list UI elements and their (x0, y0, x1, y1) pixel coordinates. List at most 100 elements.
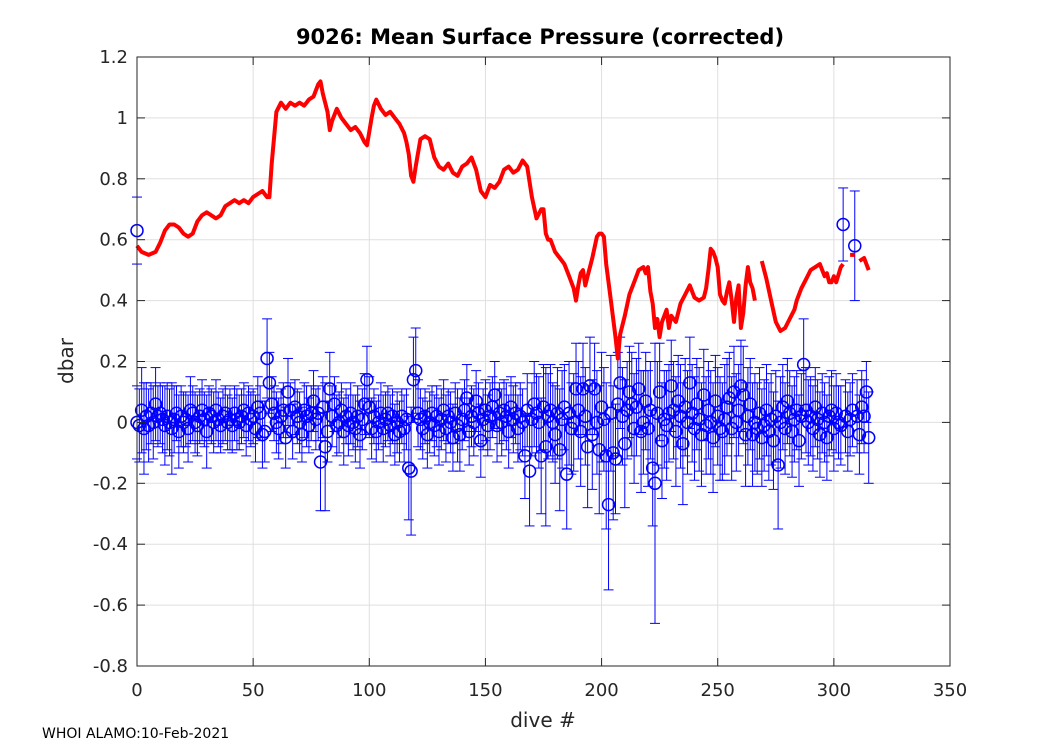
data-point-marker (634, 424, 648, 439)
x-tick-label: 100 (352, 680, 386, 701)
data-point-marker (539, 440, 553, 454)
data-point-marker (399, 412, 414, 427)
data-point-marker (483, 409, 497, 424)
pressure-line-segment (759, 260, 845, 333)
data-point-marker (585, 427, 600, 442)
pressure-line-segment (135, 79, 757, 361)
data-point-marker (766, 433, 781, 448)
data-point-marker (559, 467, 574, 481)
y-tick-label: 0.8 (99, 169, 128, 190)
data-point-marker (743, 397, 757, 411)
data-point-marker (369, 424, 384, 439)
data-point-marker (313, 455, 328, 469)
data-point-marker (655, 433, 669, 448)
data-point-marker (460, 391, 474, 405)
x-tick-label: 250 (701, 680, 735, 701)
y-tick-label: 0.6 (99, 230, 128, 251)
data-point-marker (843, 412, 857, 427)
x-axis-label: dive # (510, 708, 576, 732)
data-point-marker (641, 421, 655, 436)
data-point-marker (353, 427, 367, 442)
data-point-marker (852, 427, 867, 442)
y-axis-label: dbar (54, 337, 78, 384)
data-point-marker (861, 430, 876, 445)
data-point-marker (613, 376, 627, 390)
data-point-marker (260, 351, 274, 366)
data-point-marker (185, 406, 200, 421)
data-point-marker (404, 464, 418, 478)
data-point-marker (553, 443, 567, 457)
data-point-marker (587, 382, 602, 396)
data-point-marker (683, 376, 697, 390)
data-point-marker (697, 388, 711, 402)
data-point-marker (564, 421, 579, 436)
data-point-marker (288, 400, 302, 414)
y-tick-labels: -0.8 -0.6 -0.4 -0.2 0 0.2 0.4 0.6 0.8 1 1.2 (93, 47, 128, 677)
data-point-marker (527, 397, 541, 411)
y-tick-label: 0 (117, 412, 128, 433)
x-tick-labels: 0 50 100 150 200 250 300 350 (131, 680, 967, 701)
data-point-marker (771, 458, 785, 472)
data-point-marker (578, 409, 593, 424)
footer-credit: WHOI ALAMO:10-Feb-2021 (42, 726, 230, 742)
data-point-marker (706, 430, 720, 445)
y-tick-label: -0.6 (93, 595, 128, 616)
y-tick-label: 0.2 (99, 352, 128, 373)
data-point-marker (736, 388, 751, 402)
pressure-line-segment (858, 256, 871, 271)
data-point-marker (676, 436, 690, 451)
x-tick-label: 300 (817, 680, 851, 701)
data-point-marker (829, 406, 843, 421)
data-point-marker (599, 449, 613, 463)
data-point-marker (274, 409, 288, 424)
data-point-marker (606, 446, 620, 460)
data-point-marker (645, 461, 660, 475)
data-point-marker (734, 379, 748, 393)
data-point-marker (481, 418, 495, 433)
data-point-marker (397, 421, 411, 436)
data-point-marker (796, 357, 811, 372)
data-point-marker (664, 379, 679, 393)
data-point-marker (618, 436, 632, 451)
data-point-marker (441, 409, 456, 424)
data-point-marker (515, 415, 530, 430)
data-point-marker (611, 397, 625, 411)
data-point-marker (859, 385, 874, 399)
data-point-marker (306, 394, 321, 408)
data-point-marker (792, 433, 806, 448)
data-point-marker (453, 427, 467, 442)
data-point-marker (778, 421, 792, 436)
data-point-marker (376, 421, 390, 436)
data-point-marker (199, 424, 214, 439)
data-point-marker (857, 409, 871, 424)
x-tick-label: 150 (468, 680, 502, 701)
data-point-marker (258, 424, 272, 439)
data-point-marker (854, 400, 869, 414)
data-point-marker (446, 430, 460, 445)
data-point-marker (195, 403, 209, 417)
data-point-marker (569, 382, 583, 396)
data-point-marker (402, 461, 416, 475)
data-point-marker (815, 406, 829, 421)
data-point-marker (669, 424, 683, 439)
y-tick-label: 0.4 (99, 291, 128, 312)
data-point-marker (836, 217, 850, 232)
pressure-markers (130, 217, 876, 512)
data-point-marker (253, 406, 267, 421)
data-point-marker (297, 403, 311, 417)
data-point-marker (731, 403, 746, 417)
data-point-marker (262, 376, 277, 390)
y-tick-label: -0.8 (93, 656, 128, 677)
data-point-marker (518, 449, 532, 463)
data-point-marker (487, 388, 502, 402)
data-point-marker (474, 433, 488, 448)
data-point-marker (652, 385, 667, 399)
data-point-marker (690, 397, 704, 411)
data-point-marker (752, 406, 767, 421)
y-tick-label: 1 (117, 108, 128, 129)
data-point-marker (608, 452, 623, 466)
x-tick-label: 200 (584, 680, 618, 701)
data-point-marker (813, 427, 827, 442)
data-point-marker (787, 412, 802, 427)
data-point-marker (848, 239, 862, 253)
